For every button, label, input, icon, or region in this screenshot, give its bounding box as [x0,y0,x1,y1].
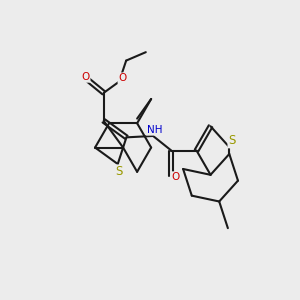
Text: S: S [228,134,236,147]
Text: O: O [171,172,180,182]
Text: NH: NH [147,125,162,135]
Text: O: O [81,72,90,82]
Text: S: S [116,165,123,178]
Text: O: O [118,73,127,83]
